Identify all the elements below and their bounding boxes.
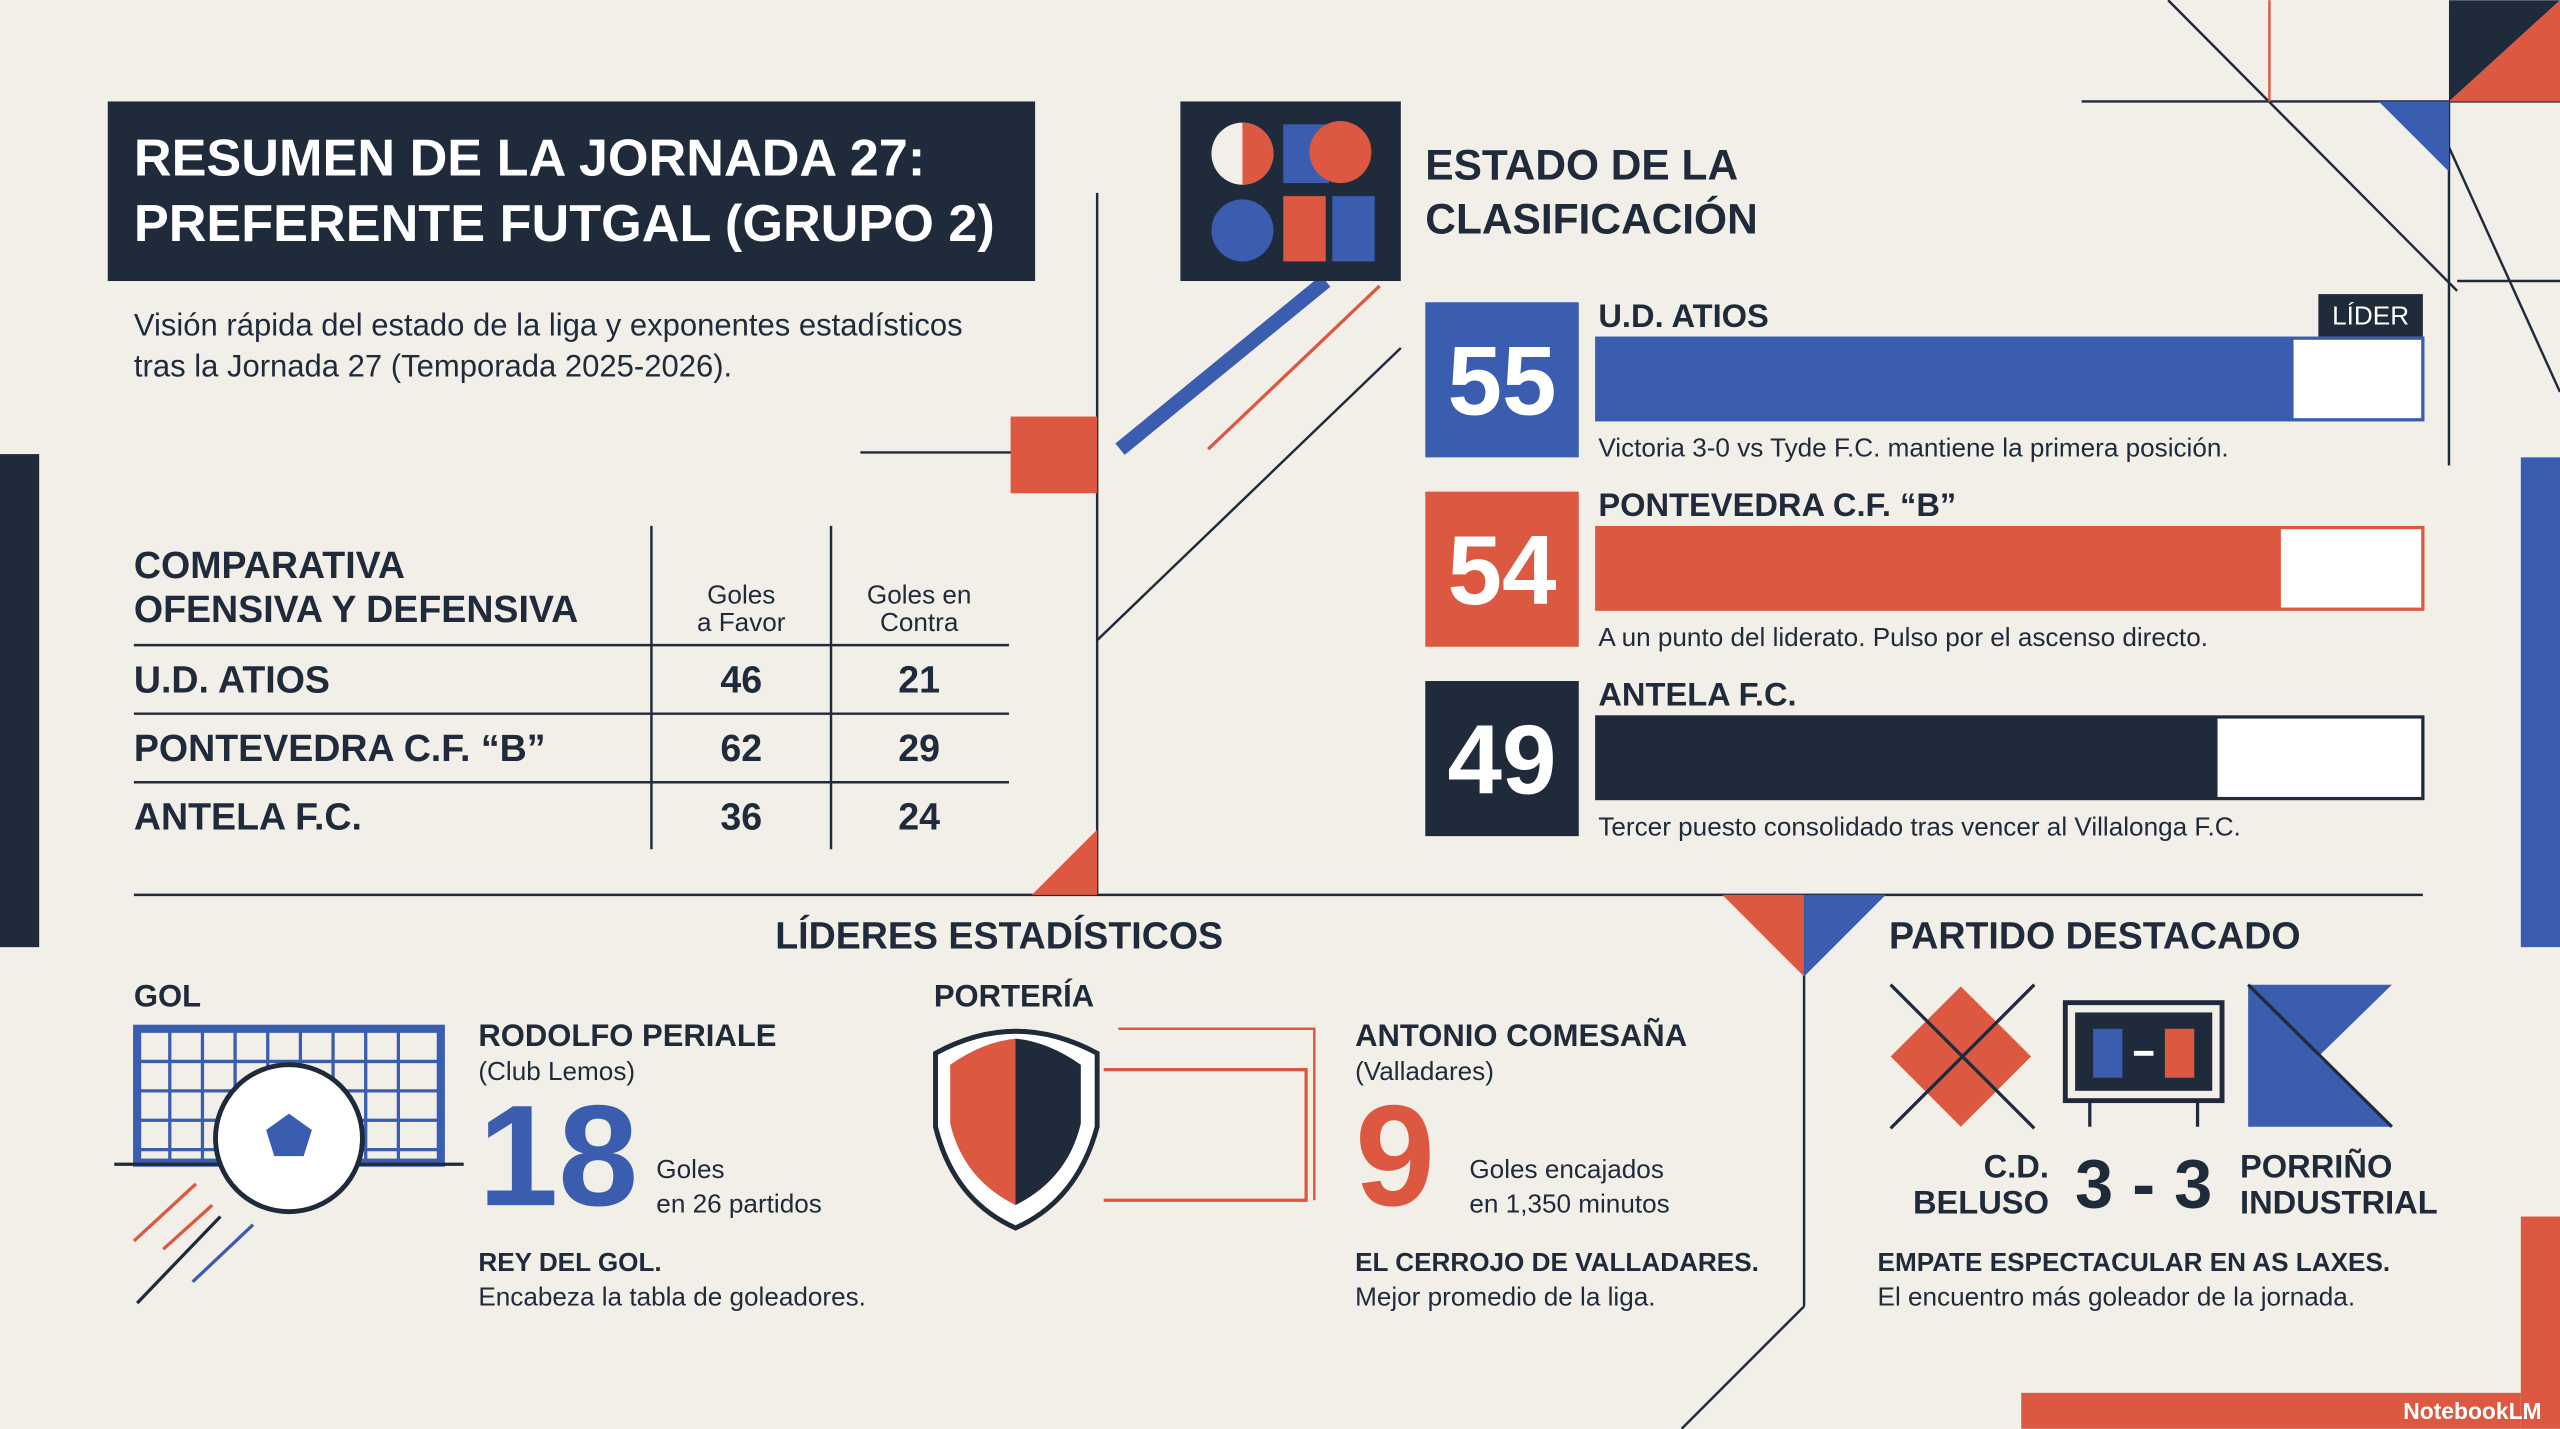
- section-title: ESTADO DE LA: [1425, 142, 1738, 189]
- decoration-triangle: [2378, 101, 2449, 172]
- scoreboard-panel: [2164, 1028, 2195, 1078]
- stat-headline: EL CERROJO DE VALLADARES.: [1355, 1247, 1759, 1277]
- table-title: COMPARATIVA: [134, 544, 405, 586]
- stat-value: 18: [478, 1076, 638, 1236]
- icon-shape: [1211, 199, 1274, 262]
- stat-unit: en 26 partidos: [656, 1188, 821, 1218]
- decoration-bar: [2520, 1216, 2560, 1429]
- stat-headline: REY DEL GOL.: [478, 1247, 661, 1277]
- goals-against: 29: [898, 727, 940, 769]
- section-title: LÍDERES ESTADÍSTICOS: [775, 915, 1223, 957]
- decoration-bar: [2520, 457, 2560, 948]
- table-title: OFENSIVA Y DEFENSIVA: [134, 588, 578, 630]
- stat-unit: Goles: [656, 1154, 724, 1184]
- decoration-triangle: [1722, 894, 1805, 977]
- decoration-triangle: [1804, 894, 1886, 977]
- points-bar: [1596, 338, 2294, 420]
- points-box: [1425, 681, 1579, 837]
- goals-against: 21: [898, 658, 940, 700]
- icon-shape: [1309, 121, 1372, 184]
- table-grid: [133, 525, 1009, 850]
- points: 55: [1448, 326, 1557, 436]
- ball-patch: [266, 1113, 312, 1157]
- title: RESUMEN DE LA JORNADA 27:: [134, 130, 925, 188]
- column-header: Contra: [880, 607, 959, 637]
- column-header: a Favor: [697, 607, 786, 637]
- away-team: PORRIÑO: [2240, 1147, 2392, 1184]
- leader-section: GOL: [134, 979, 201, 1014]
- points: 54: [1448, 515, 1557, 625]
- goals-for: 36: [720, 796, 762, 838]
- home-crest-lines: [1889, 983, 2036, 1130]
- match-headline: EMPATE ESPECTACULAR EN AS LAXES.: [1878, 1247, 2391, 1277]
- score: 3 - 3: [2075, 1145, 2212, 1222]
- home-team: BELUSO: [1913, 1183, 2049, 1220]
- stat-value: 9: [1355, 1076, 1435, 1236]
- team-name: U.D. ATIOS: [1598, 297, 1768, 334]
- goal-frame: [1103, 1067, 1308, 1202]
- points-box: [1425, 302, 1579, 458]
- leader-section: PORTERÍA: [934, 979, 1094, 1014]
- goals-against: 24: [898, 796, 940, 838]
- team-name: ANTELA F.C.: [134, 796, 362, 838]
- decoration-bar: [2021, 1392, 2521, 1429]
- player-name: ANTONIO COMESAÑA: [1355, 1018, 1687, 1053]
- team-name: PONTEVEDRA C.F. “B”: [134, 727, 546, 769]
- points: 49: [1448, 704, 1557, 814]
- title-box: [107, 101, 1036, 282]
- leader-badge: [2318, 294, 2423, 337]
- scoreboard: [2062, 1000, 2225, 1104]
- home-team: C.D.: [1984, 1147, 2049, 1184]
- player-club: (Club Lemos): [478, 1056, 635, 1086]
- decoration-triangle: [2448, 0, 2560, 102]
- decoration-lines: [133, 0, 2560, 1429]
- decoration-stripe: [1115, 275, 1331, 455]
- points-bar: [1596, 716, 2218, 799]
- team-note: A un punto del liderato. Pulso por el as…: [1598, 622, 2208, 652]
- away-crest-line: [2247, 983, 2393, 1128]
- column-header: Goles: [707, 579, 775, 609]
- brand: NotebookLM: [2403, 1398, 2541, 1424]
- shield-half: [1015, 1038, 1081, 1206]
- decoration-bar: [0, 454, 40, 948]
- goals-for: 46: [720, 658, 762, 700]
- leader-badge-label: LÍDER: [2332, 300, 2409, 330]
- stat-unit: en 1,350 minutos: [1469, 1188, 1669, 1218]
- motion-lines: [132, 1182, 255, 1305]
- subtitle: Visión rápida del estado de la liga y ex…: [134, 308, 963, 343]
- away-team: INDUSTRIAL: [2240, 1183, 2438, 1220]
- match-caption: El encuentro más goleador de la jornada.: [1878, 1282, 2356, 1312]
- team-name: ANTELA F.C.: [1598, 676, 1796, 713]
- player-name: RODOLFO PERIALE: [478, 1018, 776, 1053]
- scoreboard-panel: [2093, 1028, 2123, 1078]
- stat-caption: Encabeza la tabla de goleadores.: [478, 1282, 866, 1312]
- team-note: Victoria 3-0 vs Tyde F.C. mantiene la pr…: [1598, 433, 2228, 463]
- icon-shape: [1283, 196, 1326, 262]
- stat-unit: Goles encajados: [1469, 1154, 1663, 1184]
- goal-frame: [1118, 1027, 1316, 1201]
- team-name: U.D. ATIOS: [134, 658, 330, 700]
- title: PREFERENTE FUTGAL (GRUPO 2): [134, 195, 995, 253]
- points-bar: [1596, 527, 2281, 610]
- icon-shape: [1332, 196, 1375, 262]
- stat-caption: Mejor promedio de la liga.: [1355, 1282, 1655, 1312]
- shield-half: [950, 1038, 1016, 1206]
- decoration-stripe: [1207, 284, 1381, 451]
- decoration-square: [1010, 416, 1098, 494]
- section-title: PARTIDO DESTACADO: [1889, 915, 2301, 957]
- section-title: CLASIFICACIÓN: [1425, 194, 1757, 242]
- player-club: (Valladares): [1355, 1056, 1494, 1086]
- team-note: Tercer puesto consolidado tras vencer al…: [1598, 811, 2240, 841]
- column-header: Goles en: [867, 579, 972, 609]
- icon-shape: [1242, 122, 1274, 185]
- goals-for: 62: [720, 727, 762, 769]
- team-name: PONTEVEDRA C.F. “B”: [1598, 486, 1956, 523]
- points-box: [1425, 491, 1579, 647]
- subtitle: tras la Jornada 27 (Temporada 2025-2026)…: [134, 348, 732, 383]
